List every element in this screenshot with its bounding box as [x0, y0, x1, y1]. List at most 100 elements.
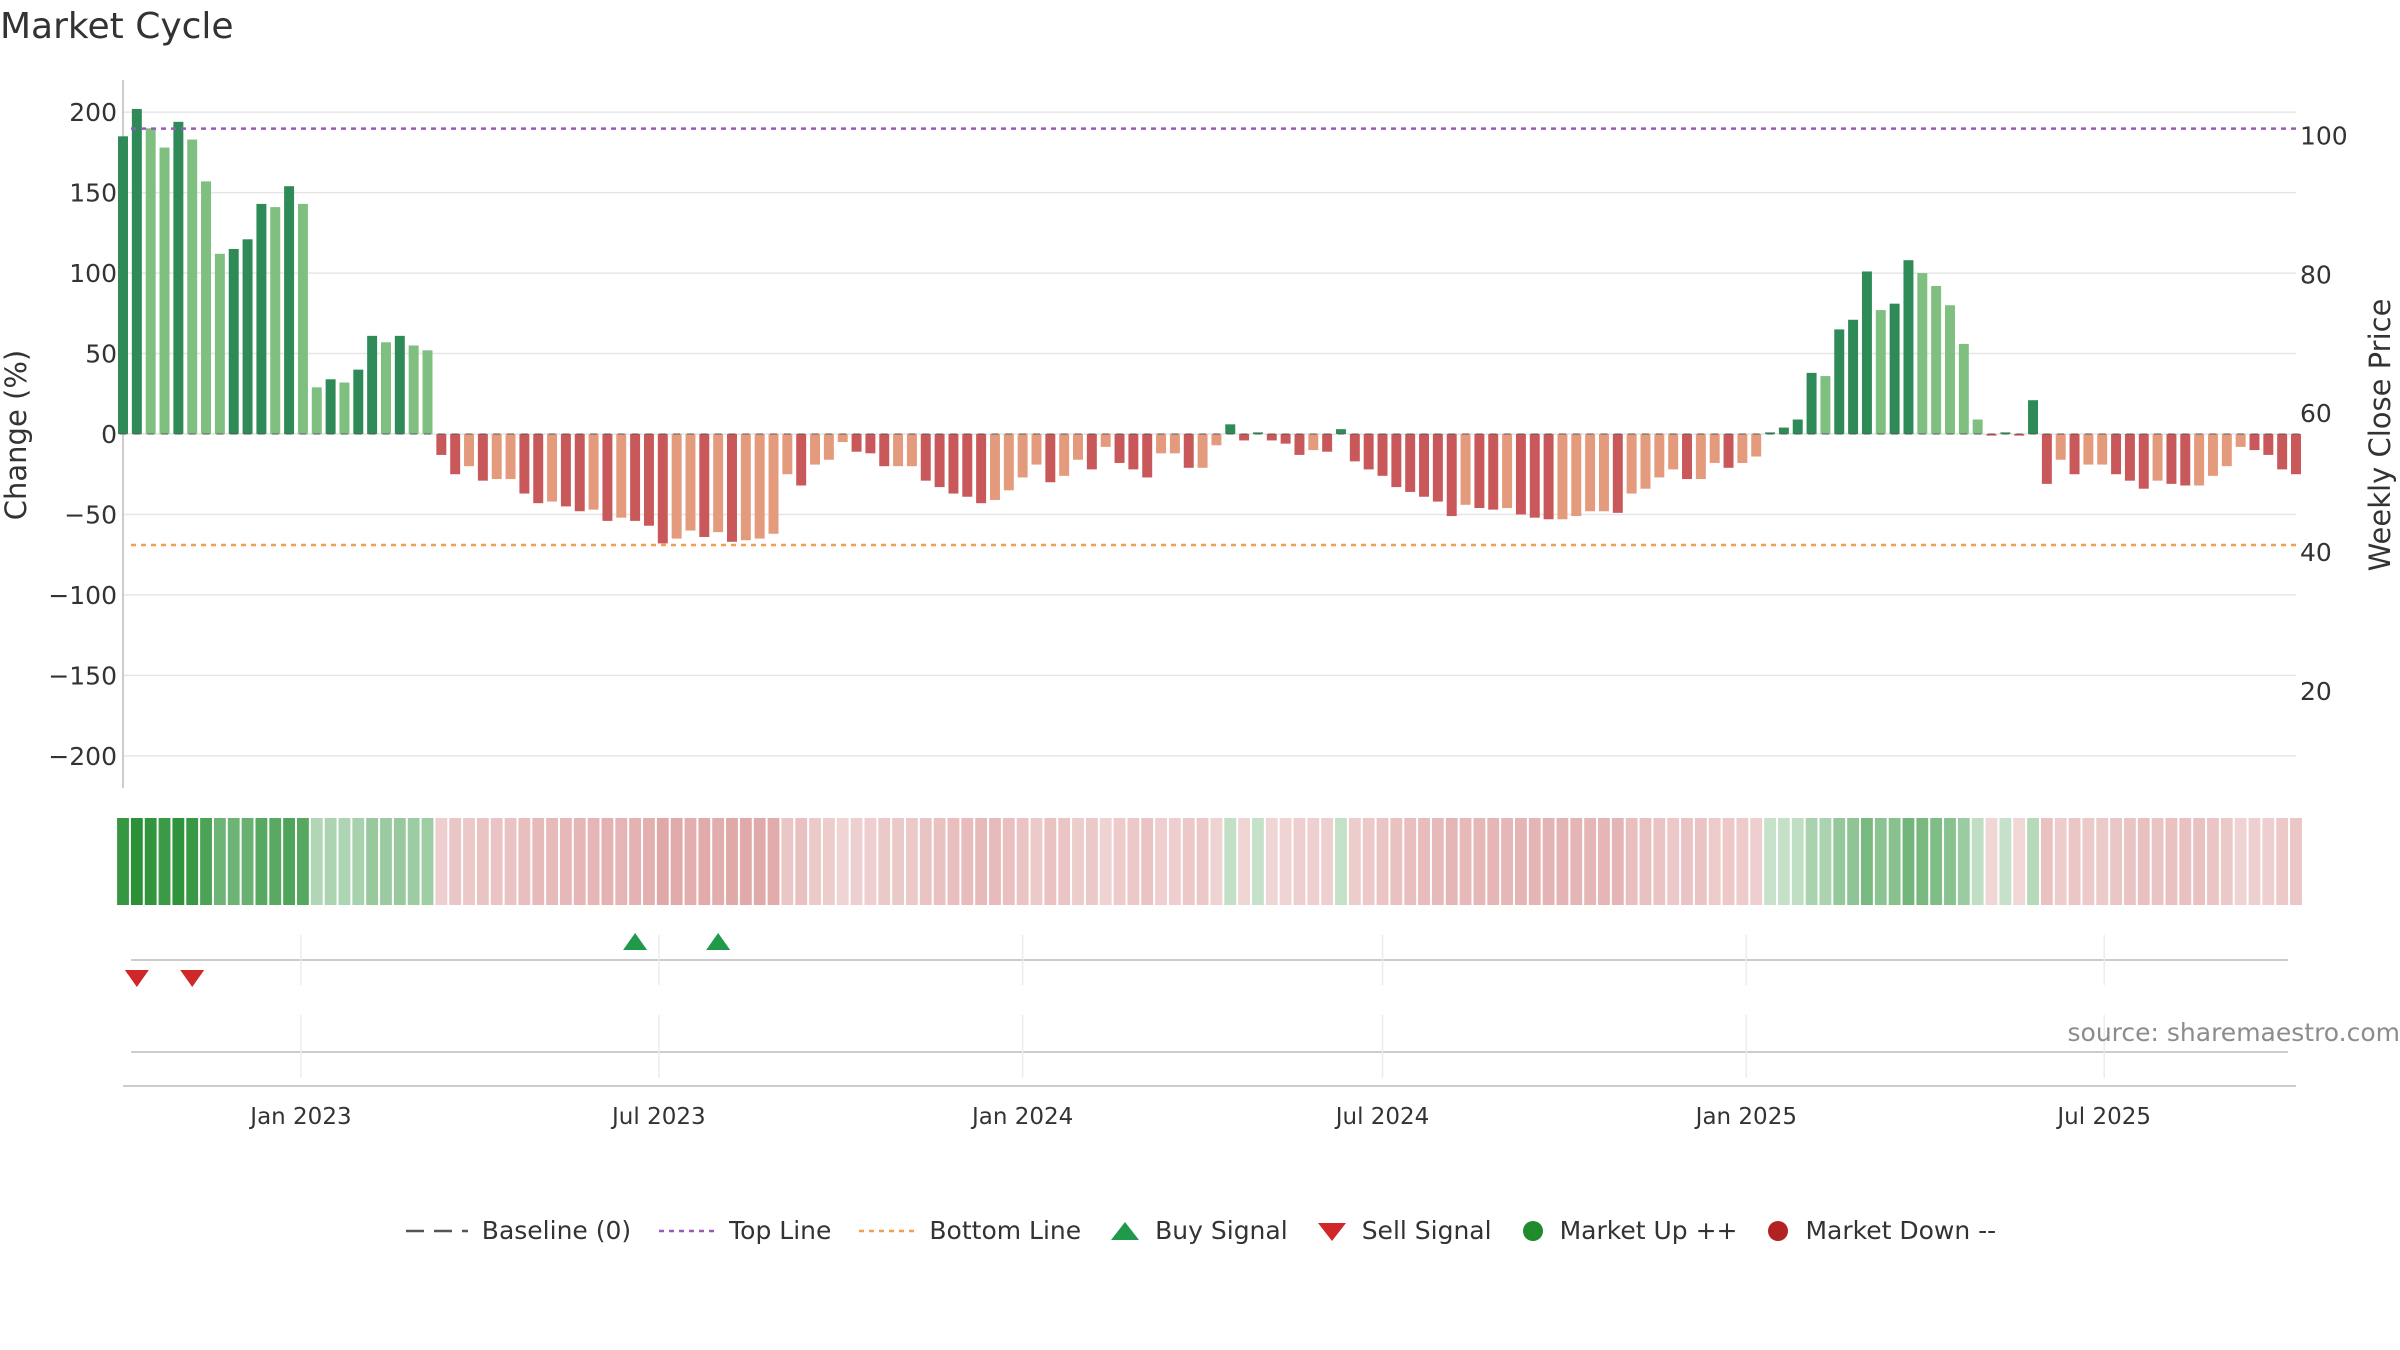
market-state-cell: [2248, 818, 2261, 905]
change-bar: [2277, 434, 2288, 470]
market-state-cell: [726, 818, 738, 905]
change-bar: [464, 434, 475, 467]
market-state-cell: [172, 818, 185, 905]
change-bar: [1460, 434, 1471, 505]
market-state-cell: [1293, 818, 1306, 905]
change-bar: [740, 434, 751, 541]
market-state-cell: [518, 818, 531, 905]
legend-label-sell-signal: Sell Signal: [1361, 1216, 1492, 1245]
change-bar: [1972, 419, 1983, 434]
market-state-cell: [2220, 818, 2233, 905]
change-bar: [2166, 434, 2177, 484]
change-bar: [1446, 434, 1457, 517]
legend-item-buy-signal: Buy Signal: [1107, 1216, 1288, 1245]
y2-tick-label: 20: [2300, 677, 2332, 706]
change-bar: [560, 434, 571, 507]
change-bar: [1889, 303, 1900, 434]
market-state-cell: [310, 818, 323, 905]
market-state-cell: [1888, 818, 1901, 905]
buy-signal-marker: [706, 933, 731, 950]
market-state-cell: [1902, 818, 1915, 905]
change-bar: [1709, 434, 1720, 463]
market-state-cell: [463, 818, 475, 905]
x-tick-label: Jul 2023: [610, 1104, 706, 1130]
change-bar: [145, 128, 156, 435]
change-bar: [547, 434, 558, 502]
market-state-cell: [684, 818, 697, 905]
market-state-cell: [615, 818, 628, 905]
change-bar: [962, 434, 973, 497]
market-state-cell: [1182, 818, 1195, 905]
change-bar: [1585, 434, 1596, 512]
change-bar: [1128, 434, 1139, 470]
market-state-cell: [781, 818, 794, 905]
market-state-cell: [1556, 818, 1569, 905]
market-state-cell: [2054, 818, 2067, 905]
market-state-cell: [629, 818, 642, 905]
market-state-cell: [1930, 818, 1943, 905]
market-state-cell: [1418, 818, 1430, 905]
market-state-cell: [753, 818, 766, 905]
market-state-cell: [227, 818, 240, 905]
market-state-cell: [947, 818, 960, 905]
legend-item-top-line: Top Line: [657, 1216, 831, 1245]
market-state-cell: [476, 818, 489, 905]
market-state-cell: [1307, 818, 1320, 905]
market-state-cell: [1404, 818, 1417, 905]
market-state-cell: [1833, 818, 1846, 905]
change-bar: [2152, 434, 2163, 481]
legend-label-baseline: Baseline (0): [481, 1216, 632, 1245]
change-bar: [2028, 400, 2039, 434]
y-axis: 200 150 100 50 0 −50 −100 −150 −200: [48, 80, 124, 788]
market-state-cell: [366, 818, 379, 905]
market-state-cell: [1874, 818, 1887, 905]
change-bar: [242, 239, 253, 434]
market-state-cell: [435, 818, 448, 905]
market-state-cell: [1667, 818, 1680, 905]
change-bar: [1156, 434, 1167, 454]
market-state-cell: [933, 818, 946, 905]
market-state-cell: [2193, 818, 2206, 905]
market-state-cell: [200, 818, 212, 905]
change-bar: [519, 434, 530, 494]
market-state-cell: [2013, 818, 2026, 905]
y2-tick-label: 100: [2300, 122, 2348, 151]
y2-axis-label: Weekly Close Price: [2363, 299, 2397, 572]
legend: Baseline (0) Top Line Bottom Line Buy Si…: [0, 1216, 2400, 1245]
change-bar: [1488, 434, 1499, 510]
change-bar: [1266, 434, 1277, 441]
change-bar: [1792, 419, 1803, 434]
change-bar: [1778, 427, 1789, 434]
legend-item-bottom-line: Bottom Line: [857, 1216, 1081, 1245]
change-bar: [1917, 273, 1928, 434]
x-tick-label: Jan 2025: [1694, 1104, 1797, 1130]
baseline-swatch: [405, 1229, 468, 1232]
market-state-cell: [407, 818, 420, 905]
market-state-cell: [906, 818, 918, 905]
market-state-cell: [297, 818, 309, 905]
chart-title: Market Cycle: [0, 6, 234, 47]
market-state-cell: [1044, 818, 1057, 905]
change-bar: [1848, 319, 1859, 434]
change-bar: [1391, 434, 1402, 488]
market-state-cell: [656, 818, 669, 905]
change-bar: [1100, 434, 1111, 447]
change-bar: [118, 136, 128, 434]
market-state-cell: [1113, 818, 1126, 905]
change-bar: [1086, 434, 1097, 470]
change-bars: [118, 108, 2301, 544]
market-state-cell: [213, 818, 226, 905]
market-state-cell: [1459, 818, 1472, 905]
y2-axis: 100 80 60 40 20: [2300, 122, 2348, 706]
change-bar: [1017, 434, 1028, 478]
market-state-cell: [1584, 818, 1597, 905]
market-state-cell: [338, 818, 351, 905]
change-bar: [1765, 432, 1776, 434]
market-state-cell: [1252, 818, 1264, 905]
change-bar: [436, 434, 447, 455]
change-bar: [1003, 434, 1014, 491]
change-bar: [1820, 376, 1831, 434]
change-bar: [1322, 434, 1333, 452]
market-state-cell: [2179, 818, 2192, 905]
